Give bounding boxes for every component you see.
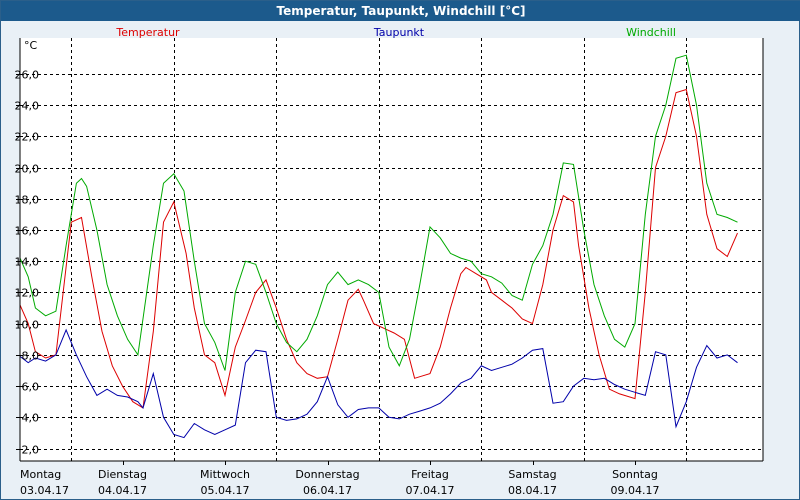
x-tick-date-label: 08.04.17 [508, 484, 557, 497]
plot-area [20, 38, 763, 461]
y-tick-label: 22,0 [15, 131, 40, 144]
x-tick-date-label: 04.04.17 [98, 484, 147, 497]
x-tick-date-label: 06.04.17 [303, 484, 352, 497]
x-tick-day-label: Sonntag [612, 468, 658, 481]
y-tick-label: 16,0 [15, 225, 40, 238]
x-axis-labels: Montag 03.04.17 Dienstag 04.04.17 Mittwoch 05… [20, 468, 659, 497]
x-tick-day-label: Montag [20, 468, 61, 481]
y-tick-label: 8,0 [22, 350, 40, 363]
y-tick-label: 26,0 [15, 69, 40, 82]
y-tick-label: 6,0 [22, 381, 40, 394]
x-tick-day-label: Samstag [508, 468, 556, 481]
x-tick-day-label: Dienstag [98, 468, 147, 481]
y-tick-label: 10,0 [15, 319, 40, 332]
y-tick-label: 12,0 [15, 287, 40, 300]
y-tick-label: 24,0 [15, 100, 40, 113]
legend-taupunkt: Taupunkt [373, 26, 425, 39]
x-tick-date-label: 07.04.17 [406, 484, 455, 497]
y-tick-label: 20,0 [15, 163, 40, 176]
y-tick-label: 2,0 [22, 444, 40, 457]
x-tick-date-label: 03.04.17 [20, 484, 69, 497]
legend-windchill: Windchill [626, 26, 676, 39]
legend-temperatur: Temperatur [115, 26, 180, 39]
y-tick-label: 14,0 [15, 256, 40, 269]
y-tick-label: 4,0 [22, 412, 40, 425]
x-tick-day-label: Donnerstag [295, 468, 359, 481]
x-tick-day-label: Freitag [411, 468, 449, 481]
x-tick-date-label: 09.04.17 [611, 484, 660, 497]
x-tick-day-label: Mittwoch [200, 468, 250, 481]
line-chart: 2,0 4,0 6,0 8,0 10,0 12,0 14,0 16,0 18,0 20,0 22,0… [0, 0, 800, 500]
y-axis-unit: °C [24, 39, 38, 52]
y-tick-label: 18,0 [15, 194, 40, 207]
x-tick-date-label: 05.04.17 [201, 484, 250, 497]
